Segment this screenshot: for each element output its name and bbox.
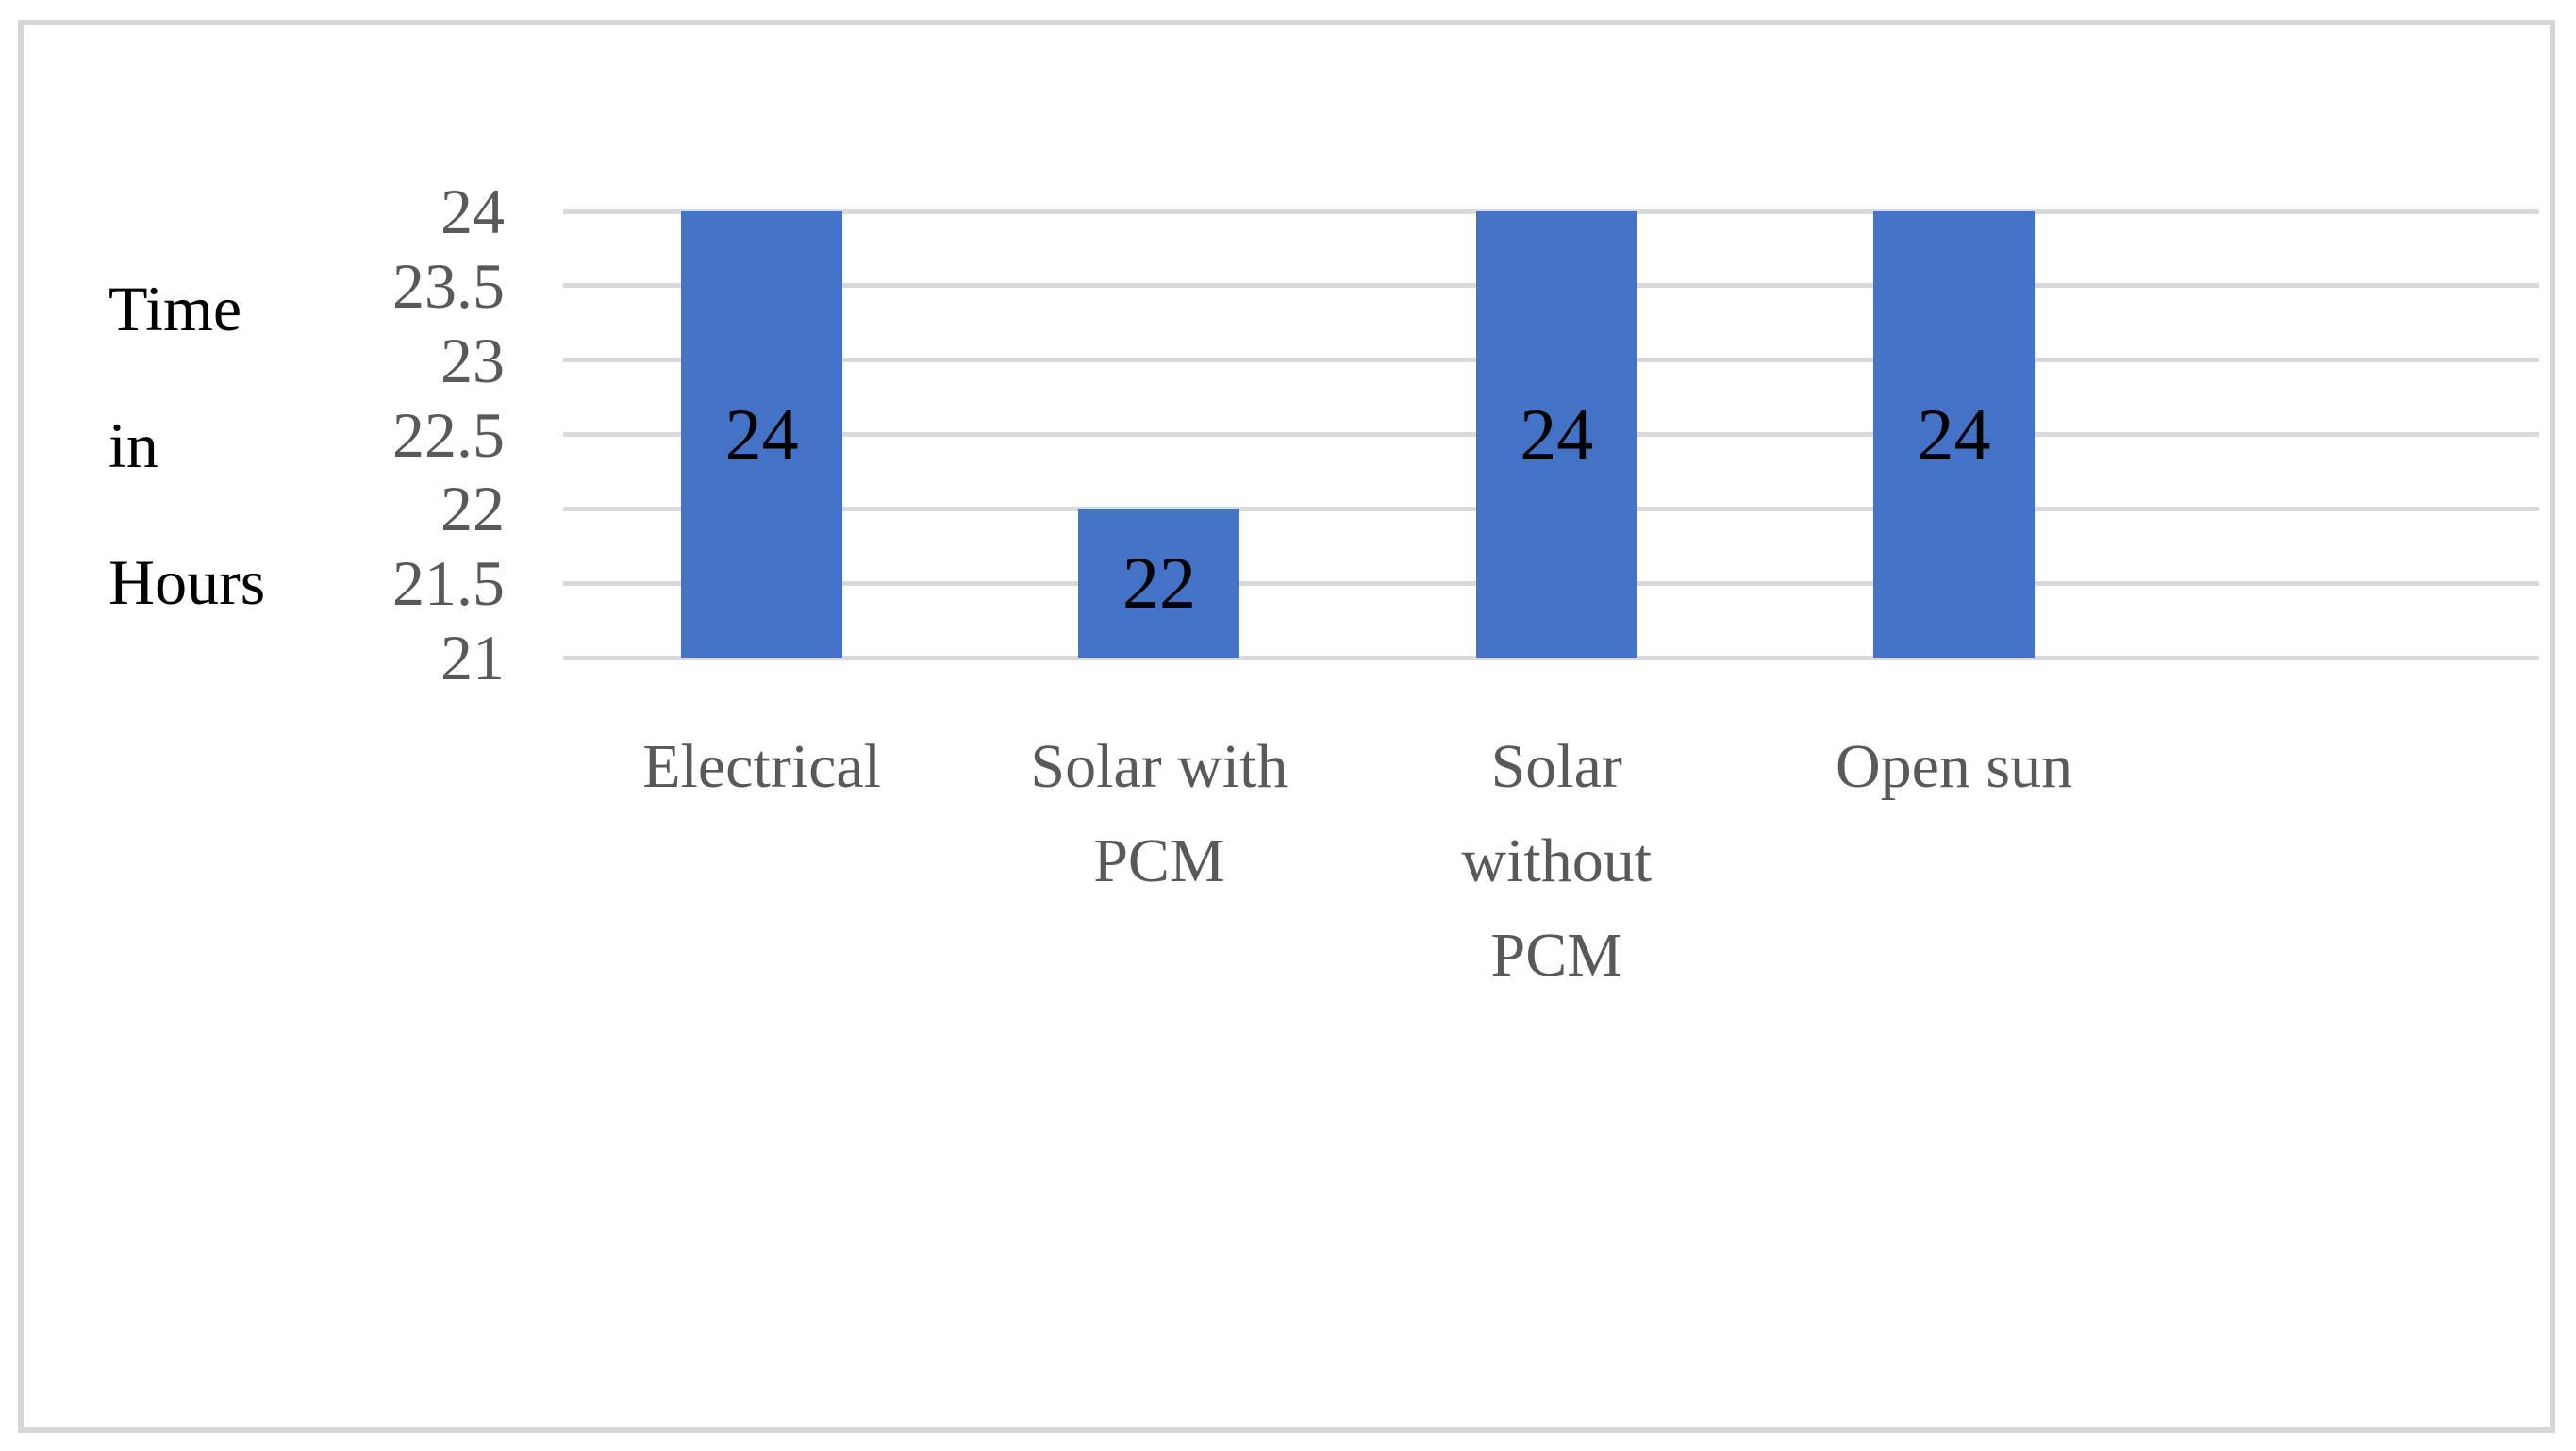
x-axis-category-label: Solar with PCM bbox=[1030, 732, 1288, 895]
bar-data-label: 22 bbox=[1122, 542, 1196, 625]
y-gridline bbox=[563, 655, 2539, 660]
bar-solar-with-pcm: 22 bbox=[1078, 509, 1240, 658]
bar-data-label: 24 bbox=[724, 392, 799, 475]
y-axis-tick-label: 23.5 bbox=[392, 249, 505, 322]
bar-solar-without-pcm: 24 bbox=[1475, 211, 1637, 658]
x-axis-category-label: Open sun bbox=[1835, 732, 2073, 801]
y-axis-tick-label: 23 bbox=[440, 324, 505, 396]
y-axis-tick-label: 22.5 bbox=[392, 398, 505, 471]
y-axis-tick-label: 21.5 bbox=[392, 547, 505, 620]
bar-open-sun: 24 bbox=[1873, 211, 2036, 658]
bar-electrical: 24 bbox=[681, 211, 843, 658]
x-axis-category-label: Electrical bbox=[642, 732, 882, 801]
chart-frame-border bbox=[18, 20, 2555, 1433]
y-axis-tick-label: 24 bbox=[440, 175, 505, 247]
bar-data-label: 24 bbox=[1917, 392, 1991, 475]
y-axis-title-word: Time bbox=[108, 273, 242, 344]
y-axis-tick-label: 21 bbox=[440, 622, 505, 693]
y-axis-title-word: in bbox=[108, 409, 158, 481]
y-axis-title-word: Hours bbox=[108, 546, 266, 618]
x-axis-category-label: Solar without PCM bbox=[1461, 732, 1653, 990]
bar-data-label: 24 bbox=[1520, 392, 1594, 475]
y-axis-tick-label: 22 bbox=[440, 473, 505, 545]
